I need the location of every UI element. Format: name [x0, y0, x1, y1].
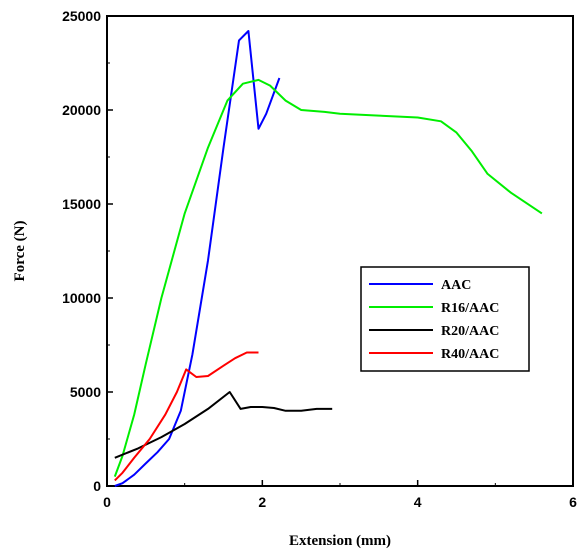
- y-tick-label: 5000: [70, 384, 101, 400]
- y-tick-label: 20000: [62, 102, 101, 118]
- plot-border: [106, 15, 574, 487]
- series-line-r16-aac: [113, 78, 543, 477]
- axes-layer: 0 2 4 6 0 5000 10000 15000 20000 25000: [62, 8, 577, 510]
- y-tick-label: 10000: [62, 290, 101, 306]
- x-tick-label: 2: [258, 494, 266, 510]
- legend-label-r16-aac: R16/AAC: [441, 301, 499, 316]
- x-tick-label: 0: [103, 494, 111, 510]
- legend-label-aac: AAC: [441, 278, 471, 293]
- y-tick-label: 0: [93, 478, 101, 494]
- series-layer: [113, 30, 543, 487]
- y-axis-label: Force (N): [12, 221, 28, 282]
- series-line-r40-aac: [114, 351, 259, 482]
- plot-frame: [106, 15, 574, 487]
- legend-label-r20-aac: R20/AAC: [441, 324, 499, 339]
- series-line-aac: [114, 30, 281, 487]
- y-tick-label: 25000: [62, 8, 101, 24]
- x-tick-label: 4: [414, 494, 422, 510]
- y-tick-label: 15000: [62, 196, 101, 212]
- series-line-r20-aac: [114, 391, 333, 459]
- x-axis-label: Extension (mm): [289, 533, 391, 549]
- legend: AAC R16/AAC R20/AAC R40/AAC: [360, 266, 530, 372]
- x-tick-label: 6: [569, 494, 577, 510]
- legend-label-r40-aac: R40/AAC: [441, 347, 499, 362]
